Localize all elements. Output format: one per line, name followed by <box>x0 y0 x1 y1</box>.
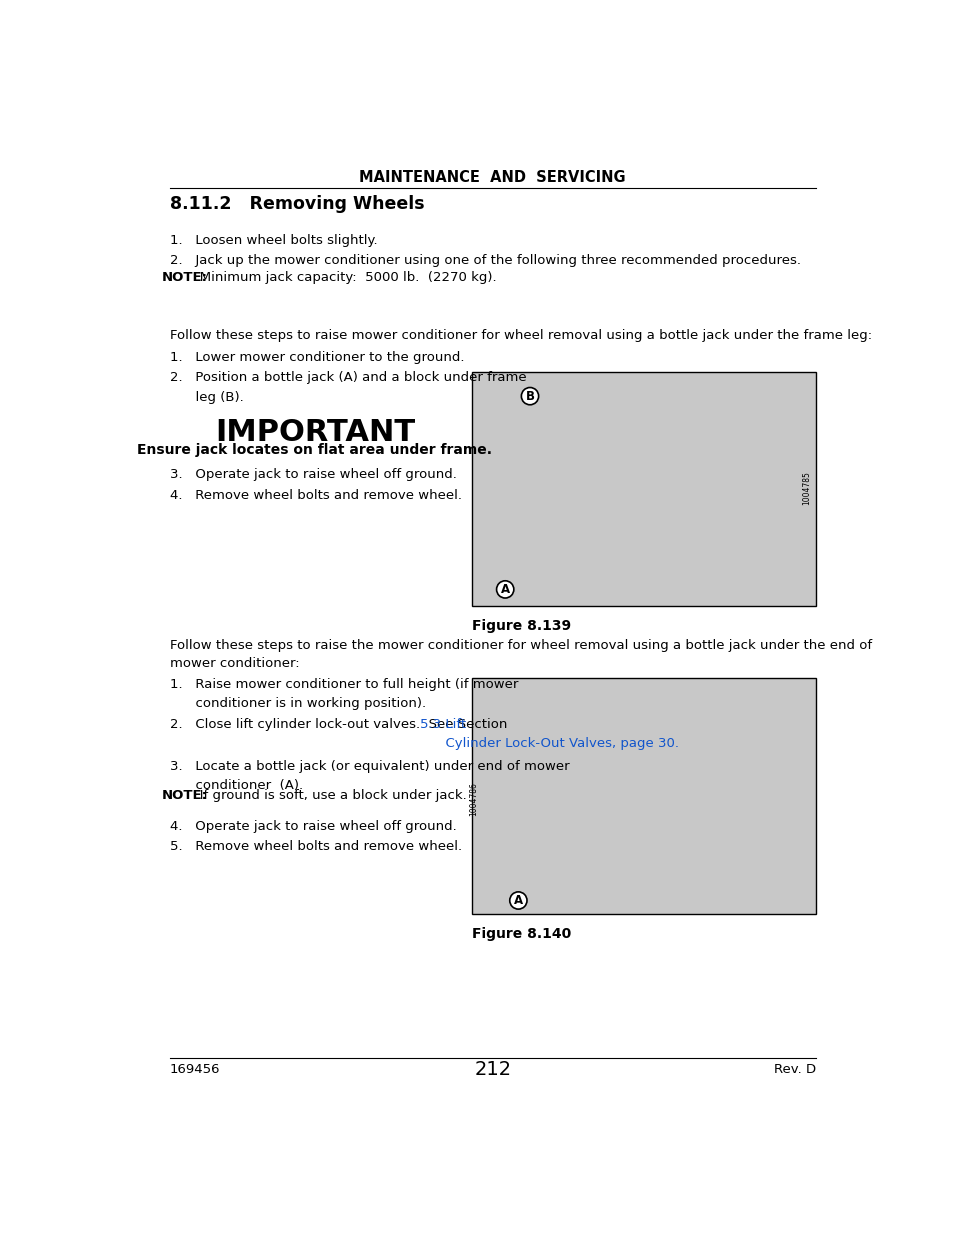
Text: A: A <box>500 583 509 597</box>
Text: 2.   Jack up the mower conditioner using one of the following three recommended : 2. Jack up the mower conditioner using o… <box>170 254 800 268</box>
Text: Figure 8.139: Figure 8.139 <box>472 620 571 634</box>
Text: 169456: 169456 <box>170 1063 220 1077</box>
Text: NOTE:: NOTE: <box>162 789 208 802</box>
Text: 5.3 Lift
      Cylinder Lock-Out Valves, page 30.: 5.3 Lift Cylinder Lock-Out Valves, page … <box>419 718 678 750</box>
Text: Minimum jack capacity:  5000 lb.  (2270 kg).: Minimum jack capacity: 5000 lb. (2270 kg… <box>187 272 496 284</box>
Text: Follow these steps to raise mower conditioner for wheel removal using a bottle j: Follow these steps to raise mower condit… <box>170 330 871 342</box>
Text: B: B <box>525 389 534 403</box>
Text: 4.   Remove wheel bolts and remove wheel.: 4. Remove wheel bolts and remove wheel. <box>170 489 461 501</box>
Text: Follow these steps to raise the mower conditioner for wheel removal using a bott: Follow these steps to raise the mower co… <box>170 640 871 671</box>
Text: NOTE:: NOTE: <box>162 272 208 284</box>
Text: 1004786: 1004786 <box>469 782 477 816</box>
Text: 1004785: 1004785 <box>801 472 810 505</box>
Text: Ensure jack locates on flat area under frame.: Ensure jack locates on flat area under f… <box>137 443 492 457</box>
Text: 2.   Close lift cylinder lock-out valves.  See Section: 2. Close lift cylinder lock-out valves. … <box>170 718 511 731</box>
Text: A: A <box>514 894 522 906</box>
Text: 5.   Remove wheel bolts and remove wheel.: 5. Remove wheel bolts and remove wheel. <box>170 840 461 852</box>
Bar <box>472 372 815 606</box>
Text: 1.   Lower mower conditioner to the ground.: 1. Lower mower conditioner to the ground… <box>170 351 464 364</box>
Text: Rev. D: Rev. D <box>773 1063 815 1077</box>
Text: MAINTENANCE  AND  SERVICING: MAINTENANCE AND SERVICING <box>359 170 625 185</box>
Text: Figure 8.140: Figure 8.140 <box>472 927 571 941</box>
Text: 1.   Raise mower conditioner to full height (if mower
      conditioner is in wo: 1. Raise mower conditioner to full heigh… <box>170 678 517 710</box>
Text: 4.   Operate jack to raise wheel off ground.: 4. Operate jack to raise wheel off groun… <box>170 820 456 832</box>
Text: If ground is soft, use a block under jack.: If ground is soft, use a block under jac… <box>187 789 466 802</box>
Text: 8.11.2   Removing Wheels: 8.11.2 Removing Wheels <box>170 195 424 212</box>
Text: 212: 212 <box>474 1061 511 1079</box>
Text: 2.   Position a bottle jack (A) and a block under frame
      leg (B).: 2. Position a bottle jack (A) and a bloc… <box>170 372 526 404</box>
Text: 3.   Operate jack to raise wheel off ground.: 3. Operate jack to raise wheel off groun… <box>170 468 456 480</box>
Bar <box>472 678 815 914</box>
Text: 1.   Loosen wheel bolts slightly.: 1. Loosen wheel bolts slightly. <box>170 235 376 247</box>
Text: IMPORTANT: IMPORTANT <box>214 417 415 447</box>
Text: 3.   Locate a bottle jack (or equivalent) under end of mower
      conditioner  : 3. Locate a bottle jack (or equivalent) … <box>170 761 569 793</box>
